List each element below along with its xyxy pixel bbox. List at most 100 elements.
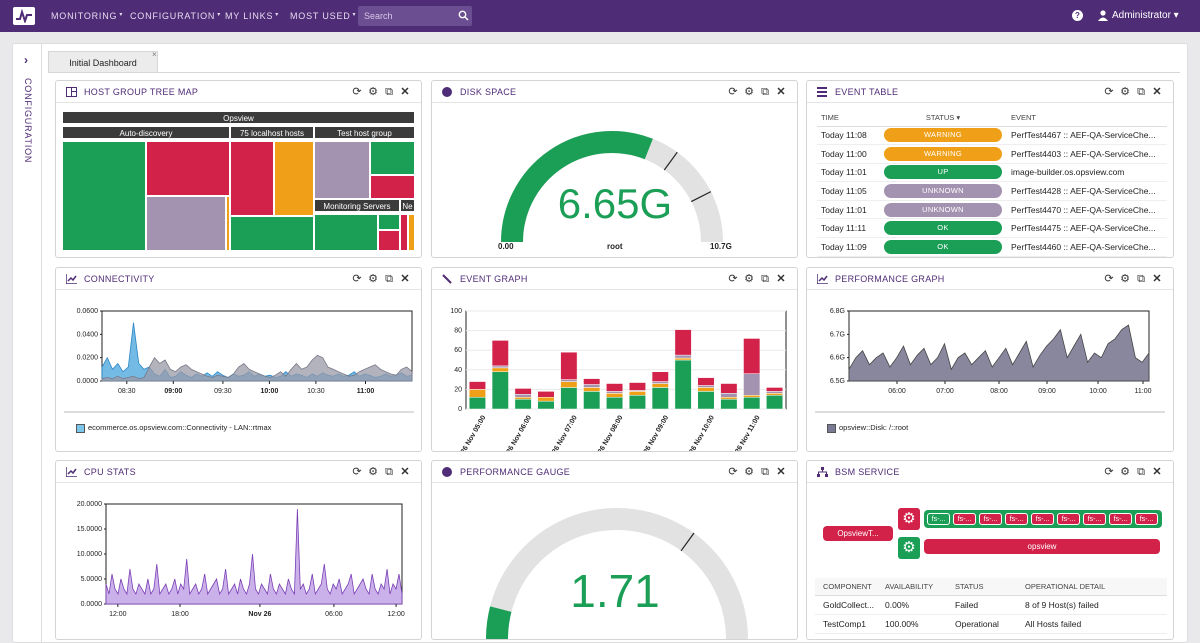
chart-scrollbar[interactable]	[64, 411, 414, 413]
close-icon[interactable]: ✕	[400, 273, 410, 285]
bsm-chip[interactable]: fs-...	[1031, 513, 1054, 525]
popout-icon[interactable]: ⧉	[1137, 86, 1145, 98]
chevron-right-icon[interactable]: ›	[24, 53, 28, 67]
gear-icon[interactable]: ⚙	[744, 273, 754, 285]
search-input[interactable]	[364, 9, 456, 23]
gear-icon[interactable]: ⚙	[1120, 273, 1130, 285]
configuration-sidebar[interactable]: › CONFIGURATION	[12, 43, 42, 643]
treemap-cell[interactable]	[226, 196, 230, 251]
close-icon[interactable]: ×	[152, 50, 157, 59]
gear-icon[interactable]: ⚙	[744, 466, 754, 478]
opsview-logo[interactable]	[13, 7, 35, 25]
event-name[interactable]: image-builder.os.opsview.com	[1007, 163, 1167, 183]
column-header-operational-detail[interactable]: OPERATIONAL DETAIL	[1025, 578, 1167, 596]
gear-icon[interactable]: ⚙	[368, 273, 378, 285]
treemap-cell[interactable]	[378, 214, 400, 230]
refresh-icon[interactable]: ⟳	[1104, 86, 1114, 98]
treemap-cell[interactable]	[370, 175, 415, 199]
event-name[interactable]: PerfTest4403 :: AEF-QA-ServiceChe...	[1007, 144, 1167, 164]
search-icon[interactable]	[458, 10, 469, 21]
gear-icon[interactable]: ⚙	[898, 537, 920, 559]
help-icon[interactable]: ?	[1072, 10, 1083, 21]
bsm-chip[interactable]: fs-...	[1005, 513, 1028, 525]
chart-legend-item[interactable]: ecommerce.os.opsview.com::Connectivity -…	[76, 423, 271, 433]
column-header-time[interactable]: TIME	[817, 110, 879, 127]
treemap-group-label[interactable]: Auto-discovery	[62, 126, 230, 139]
treemap-cell[interactable]	[370, 141, 415, 175]
treemap-cell[interactable]	[230, 216, 314, 251]
popout-icon[interactable]: ⧉	[1137, 273, 1145, 285]
bsm-root-node[interactable]: OpsviewT...	[823, 526, 893, 541]
tab-initial-dashboard[interactable]: Initial Dashboard	[48, 51, 158, 73]
popout-icon[interactable]: ⧉	[385, 86, 393, 98]
close-icon[interactable]: ✕	[1152, 273, 1162, 285]
gear-icon[interactable]: ⚙	[1120, 86, 1130, 98]
bsm-chip[interactable]: fs-...	[1135, 513, 1158, 525]
popout-icon[interactable]: ⧉	[761, 273, 769, 285]
nav-configuration[interactable]: CONFIGURATION ▾	[130, 11, 222, 21]
treemap-cell[interactable]	[314, 141, 370, 199]
table-row[interactable]: Today 11:01 UNKNOWN PerfTest4470 :: AEF-QA…	[817, 200, 1167, 220]
gear-icon[interactable]: ⚙	[1120, 466, 1130, 478]
refresh-icon[interactable]: ⟳	[352, 86, 362, 98]
user-menu[interactable]: Administrator ▾	[1112, 10, 1179, 21]
column-header-component[interactable]: COMPONENT	[815, 578, 885, 596]
close-icon[interactable]: ✕	[400, 86, 410, 98]
bsm-chip[interactable]: fs-...	[1057, 513, 1080, 525]
popout-icon[interactable]: ⧉	[385, 466, 393, 478]
column-header-status[interactable]: STATUS ▾	[879, 110, 1007, 127]
popout-icon[interactable]: ⧉	[761, 466, 769, 478]
gear-icon[interactable]: ⚙	[744, 86, 754, 98]
gear-icon[interactable]: ⚙	[898, 508, 920, 530]
popout-icon[interactable]: ⧉	[385, 273, 393, 285]
treemap-group-label[interactable]: 75 localhost hosts	[230, 126, 314, 139]
bsm-chip[interactable]: fs-...	[1083, 513, 1106, 525]
refresh-icon[interactable]: ⟳	[728, 86, 738, 98]
treemap-group-label[interactable]: Ne	[400, 199, 415, 212]
treemap-cell[interactable]	[314, 214, 378, 251]
treemap-cell[interactable]	[230, 141, 274, 216]
bsm-chip[interactable]: fs-...	[1109, 513, 1132, 525]
popout-icon[interactable]: ⧉	[1137, 466, 1145, 478]
gear-icon[interactable]: ⚙	[368, 86, 378, 98]
table-row[interactable]: Today 11:09 OK PerfTest4460 :: AEF-QA-Serv…	[817, 237, 1167, 257]
table-row[interactable]: TestComp1 100.00% Operational All Hosts fai…	[815, 614, 1167, 634]
treemap-cell[interactable]	[378, 230, 400, 251]
popout-icon[interactable]: ⧉	[761, 86, 769, 98]
event-name[interactable]: PerfTest4470 :: AEF-QA-ServiceChe...	[1007, 200, 1167, 220]
nav-my-links[interactable]: MY LINKS ▾	[225, 11, 280, 21]
bsm-chip[interactable]: fs-...	[927, 513, 950, 525]
treemap-cell[interactable]	[62, 141, 146, 251]
event-name[interactable]: PerfTest4475 :: AEF-QA-ServiceChe...	[1007, 218, 1167, 239]
event-name[interactable]: PerfTest4460 :: AEF-QA-ServiceChe...	[1007, 237, 1167, 257]
nav-most-used[interactable]: MOST USED ▾	[290, 11, 357, 21]
bsm-chip[interactable]: fs-...	[953, 513, 976, 525]
column-header-availability[interactable]: AVAILABILITY	[885, 578, 955, 596]
refresh-icon[interactable]: ⟳	[728, 466, 738, 478]
treemap-group-label[interactable]: Monitoring Servers	[314, 199, 400, 212]
close-icon[interactable]: ✕	[1152, 86, 1162, 98]
table-row[interactable]: Today 11:00 WARNING PerfTest4403 :: AEF-QA…	[817, 144, 1167, 164]
bsm-chip[interactable]: fs-...	[979, 513, 1002, 525]
close-icon[interactable]: ✕	[400, 466, 410, 478]
treemap-cell[interactable]	[274, 141, 314, 216]
treemap-cell[interactable]	[146, 141, 230, 196]
table-row[interactable]: Today 11:01 UP image-builder.os.opsview.co…	[817, 163, 1167, 183]
treemap-root-label[interactable]: Opsview	[62, 111, 415, 124]
table-row[interactable]: Today 11:11 OK PerfTest4475 :: AEF-QA-Serv…	[817, 218, 1167, 239]
table-row[interactable]: Today 11:08 WARNING PerfTest4467 :: AEF-QA…	[817, 126, 1167, 146]
treemap-cell[interactable]	[400, 214, 408, 251]
treemap-group-label[interactable]: Test host group	[314, 126, 415, 139]
column-header-event[interactable]: EVENT	[1007, 110, 1167, 127]
gear-icon[interactable]: ⚙	[368, 466, 378, 478]
event-name[interactable]: PerfTest4428 :: AEF-QA-ServiceChe...	[1007, 181, 1167, 201]
close-icon[interactable]: ✕	[776, 466, 786, 478]
treemap-cell[interactable]	[146, 196, 226, 251]
nav-monitoring[interactable]: MONITORING ▾	[51, 11, 124, 21]
table-row[interactable]: GoldCollect... 0.00% Failed 8 of 9 Host(s) …	[815, 595, 1167, 615]
chart-legend-item[interactable]: opsview::Disk: /::root	[827, 423, 908, 433]
refresh-icon[interactable]: ⟳	[1104, 466, 1114, 478]
refresh-icon[interactable]: ⟳	[1104, 273, 1114, 285]
close-icon[interactable]: ✕	[776, 273, 786, 285]
close-icon[interactable]: ✕	[776, 86, 786, 98]
